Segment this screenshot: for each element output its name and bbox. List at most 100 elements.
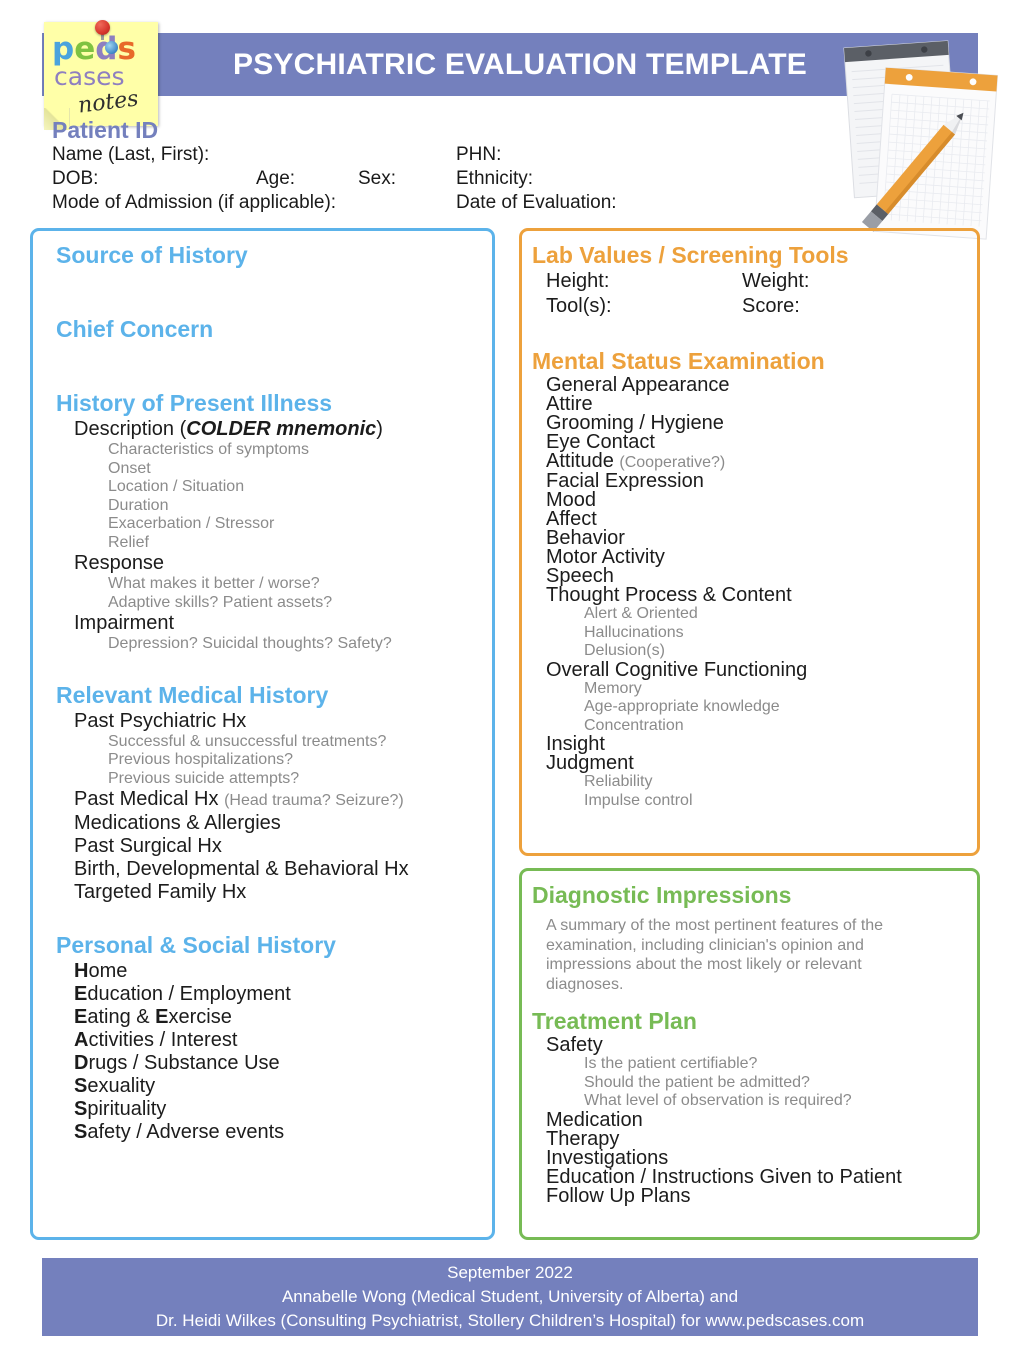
list-item: Relief [108,533,149,551]
list-item: What level of observation is required? [584,1092,852,1109]
list-item: Concentration [584,716,684,734]
list-item: Past Surgical Hx [74,835,222,857]
list-item: Mood [546,489,597,511]
list-item: Investigations [546,1146,669,1169]
sticky-note-curl [44,108,70,130]
list-item: Speech [546,565,614,587]
list-item: Depression? Suicidal thoughts? Safety? [108,635,392,652]
list-item: Duration [108,496,169,514]
list-item: General Appearance [546,374,730,396]
section-heading-history-of-present-illness: History of Present Illness [56,390,333,416]
list-item: Attire [546,393,593,415]
section-heading-lab-values: Lab Values / Screening Tools [532,242,849,268]
patient-id-heading: Patient ID [52,117,159,143]
section-heading-treatment-plan: Treatment Plan [532,1008,697,1034]
list-item: Sexuality [74,1075,156,1097]
list-item: Thought Process & Content [546,584,792,606]
list-item: Onset [108,459,151,477]
list-item: Motor Activity [546,546,665,568]
list-item: Activities / Interest [74,1029,238,1051]
list-item: Therapy [546,1127,620,1150]
list-item: Delusion(s) [584,642,665,659]
list-item: Targeted Family Hx [74,881,247,903]
field-label-name: Name (Last, First): [52,144,210,165]
patient-id-row: Mode of Admission (if applicable): Date … [52,192,752,216]
globe-icon [105,41,118,54]
section-heading-diagnostic-impressions: Diagnostic Impressions [532,882,792,908]
notepad-and-pencil-icon [806,22,1006,254]
list-item: Previous suicide attempts? [108,769,300,787]
list-item: Hallucinations [584,623,684,641]
list-item: Exacerbation / Stressor [108,515,275,532]
list-item: Memory [584,679,642,697]
right-column-b-content: Diagnostic Impressions A summary of the … [532,880,972,1206]
list-item: Impulse control [584,791,693,809]
list-item: Home [74,960,128,982]
list-item: What makes it better / worse? [108,575,320,592]
field-label-ethnicity: Ethnicity: [456,168,534,189]
list-item: Overall Cognitive Functioning [546,658,808,681]
field-label-phn: PHN: [456,144,502,165]
list-item: Response [74,552,165,574]
section-heading-source-of-history: Source of History [56,242,248,268]
field-label-date-of-evaluation: Date of Evaluation: [456,192,617,213]
field-label-tools: Tool(s): [546,295,612,317]
patient-id-fields: Name (Last, First): PHN: DOB: Age: Sex: … [52,144,752,216]
patient-id-row: DOB: Age: Sex: Ethnicity: [52,168,752,192]
field-label-sex: Sex: [358,168,397,189]
field-label-mode-of-admission: Mode of Admission (if applicable): [52,192,337,213]
list-item: Medication [546,1108,643,1131]
footer-bar: September 2022 Annabelle Wong (Medical S… [42,1258,978,1336]
list-item: Past Psychiatric Hx [74,709,247,732]
pushpin-stem [101,31,104,40]
field-label-dob: DOB: [52,168,99,189]
list-item: Past Medical Hx (Head trauma? Seizure?) [74,788,404,810]
pushpin-icon [95,20,110,35]
section-heading-relevant-medical-history: Relevant Medical History [56,681,329,708]
diagnostic-impressions-body: A summary of the most pertinent features… [546,917,884,993]
footer-author-2: Dr. Heidi Wilkes (Consulting Psychiatris… [155,1311,865,1330]
list-item: Medications & Allergies [74,812,281,834]
list-item: Is the patient certifiable? [584,1055,758,1072]
lab-row: Tool(s): Score: [546,295,972,320]
list-item: Eye Contact [546,431,655,453]
list-item: Follow Up Plans [546,1184,691,1207]
list-item: Successful & unsuccessful treatments? [108,732,387,750]
list-item: Description (COLDER mnemonic) [74,418,383,440]
section-heading-chief-concern: Chief Concern [56,316,214,342]
field-label-score: Score: [742,295,800,317]
field-label-age: Age: [256,168,296,189]
field-label-height: Height: [546,270,610,292]
pedscases-logo: peds cases notes [44,20,158,130]
title-bar [42,33,978,96]
list-item: Facial Expression [546,470,704,492]
list-item: Eating & Exercise [74,1006,232,1028]
list-item: Affect [546,508,597,530]
list-item: Alert & Oriented [584,605,698,622]
lab-value-fields: Height: Weight: Tool(s): Score: [532,270,972,320]
patient-id-row: Name (Last, First): PHN: [52,144,752,168]
list-item: Insight [546,733,605,755]
list-item: Age-appropriate knowledge [584,698,780,715]
list-item: Attitude (Cooperative?) [546,450,726,472]
list-item: Impairment [74,612,175,634]
footer-author-1: Annabelle Wong (Medical Student, Univers… [281,1287,739,1306]
list-item: Characteristics of symptoms [108,441,309,458]
section-heading-mental-status-examination: Mental Status Examination [532,348,825,374]
list-item: Adaptive skills? Patient assets? [108,593,333,611]
list-item: Education / Employment [74,983,291,1005]
left-column-content: Source of History Chief Concern History … [56,240,486,1144]
left-column-box [30,228,495,1240]
field-label-weight: Weight: [742,270,810,292]
list-item: Reliability [584,773,653,790]
list-item: Education / Instructions Given to Patien… [546,1165,902,1188]
list-item: Behavior [546,527,625,549]
list-item: Previous hospitalizations? [108,751,293,768]
diagnostic-treatment-box [519,868,980,1240]
list-item: Location / Situation [108,478,245,495]
list-item: Safety [546,1034,603,1056]
logo-line-peds: peds [52,31,136,67]
logo-line-cases: cases [54,62,125,91]
list-item: Safety / Adverse events [74,1121,285,1143]
